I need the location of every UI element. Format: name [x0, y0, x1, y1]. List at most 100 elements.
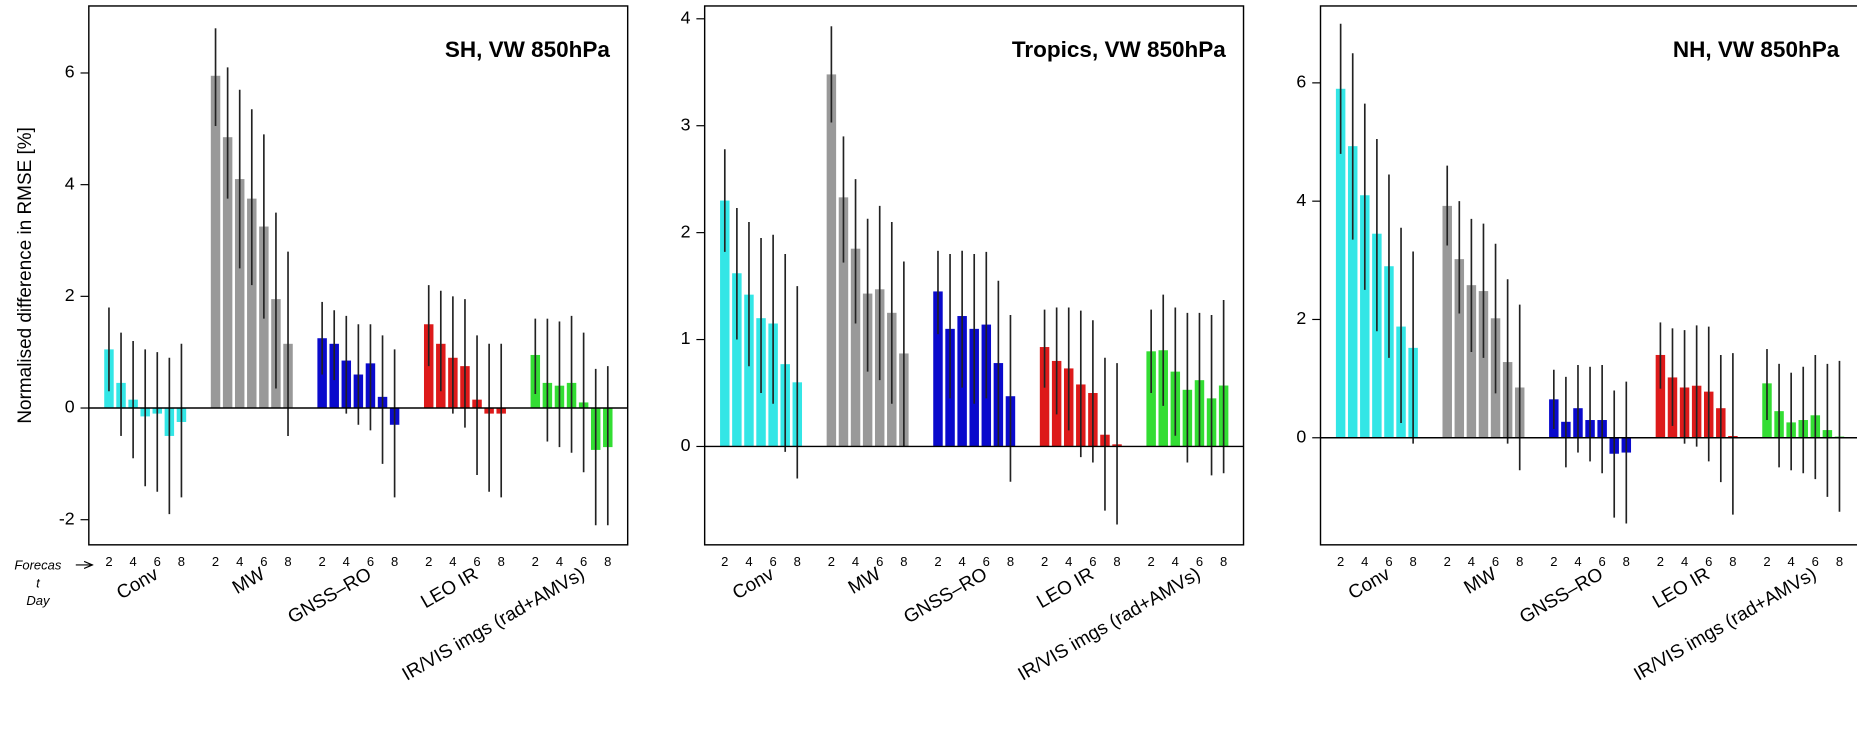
x-tick-label: 2: [425, 554, 432, 569]
x-tick-label: 2: [1337, 554, 1344, 569]
x-tick-label: 4: [1681, 554, 1688, 569]
x-tick-label: 4: [959, 554, 966, 569]
group-label: IR/VIS imgs (rad+AMVs): [1630, 564, 1820, 686]
y-tick-label: 3: [681, 114, 691, 134]
x-tick-label: 2: [1041, 554, 1048, 569]
bar: [850, 248, 861, 447]
x-tick-label: 4: [1468, 554, 1475, 569]
x-tick-label: 6: [876, 554, 883, 569]
x-tick-label: 4: [1574, 554, 1581, 569]
x-tick-label: 4: [1172, 554, 1179, 569]
x-tick-label: 6: [367, 554, 374, 569]
x-tick-label: 6: [1089, 554, 1096, 569]
bar: [1454, 259, 1465, 438]
x-tick-label: 6: [580, 554, 587, 569]
x-tick-label: 2: [1763, 554, 1770, 569]
bar: [732, 273, 742, 447]
bar: [744, 294, 754, 447]
group-label: LEO IR: [1649, 564, 1713, 613]
x-tick-label: 8: [1409, 554, 1416, 569]
x-tick-label: 6: [1812, 554, 1819, 569]
y-tick-label: 2: [65, 285, 75, 305]
bar: [1478, 291, 1489, 438]
group-label: LEO IR: [418, 564, 482, 613]
group-label: IR/VIS imgs (rad+AMVs): [1015, 564, 1205, 686]
bar: [1335, 88, 1346, 438]
y-tick-label: 4: [65, 173, 75, 193]
x-tick-label: 4: [745, 554, 752, 569]
bar: [1442, 205, 1452, 438]
y-tick-label: 2: [681, 221, 691, 241]
x-tick-label: 2: [1657, 554, 1664, 569]
chart-title: SH, VW 850hPa: [445, 37, 611, 62]
x-tick-label: 6: [473, 554, 480, 569]
x-tick-label: 8: [1836, 554, 1843, 569]
y-tick-label: 2: [1296, 308, 1306, 328]
chart-title: Tropics, VW 850hPa: [1012, 37, 1226, 62]
bar: [222, 137, 233, 409]
x-tick-label: 2: [721, 554, 728, 569]
group-label: GNSS–RO: [285, 564, 376, 628]
x-tick-label: 6: [1599, 554, 1606, 569]
y-tick-label: 1: [681, 328, 691, 348]
x-tick-label: 8: [1220, 554, 1227, 569]
bar: [1466, 285, 1477, 438]
x-tick-label: 2: [934, 554, 941, 569]
y-axis-label: Normalised difference in RMSE [%]: [15, 127, 36, 423]
x-tick-label: 4: [852, 554, 859, 569]
y-tick-label: 0: [681, 435, 691, 455]
x-tick-label: 4: [1065, 554, 1072, 569]
x-tick-label: 2: [105, 554, 112, 569]
x-tick-label: 8: [498, 554, 505, 569]
x-tick-label: 8: [178, 554, 185, 569]
bar: [1347, 146, 1358, 438]
y-tick-label: -2: [59, 508, 75, 528]
bar: [1039, 347, 1050, 447]
x-tick-label: 2: [319, 554, 326, 569]
bar: [933, 291, 943, 447]
y-tick-label: 0: [65, 397, 75, 417]
x-tick-label: 6: [1492, 554, 1499, 569]
x-tick-label: 4: [556, 554, 563, 569]
x-tick-label: 8: [1729, 554, 1736, 569]
plot-frame: [703, 5, 1245, 546]
x-tick-label: 8: [1516, 554, 1523, 569]
x-tick-label: 6: [983, 554, 990, 569]
x-tick-label: 2: [532, 554, 539, 569]
bar: [234, 179, 245, 409]
x-tick-label: 4: [236, 554, 243, 569]
bar: [247, 198, 257, 409]
x-tick-label: 8: [1007, 554, 1014, 569]
bar: [1146, 351, 1156, 447]
y-tick-label: 4: [681, 7, 691, 27]
x-tick-label: 8: [604, 554, 611, 569]
bar: [210, 75, 221, 409]
plot-frame: [88, 5, 629, 546]
x-tick-label: 8: [391, 554, 398, 569]
x-tick-label: 8: [900, 554, 907, 569]
x-tick-label: 8: [1623, 554, 1630, 569]
x-tick-label: 8: [1113, 554, 1120, 569]
x-tick-label: 4: [449, 554, 456, 569]
group-label: Conv: [1345, 563, 1394, 604]
x-tick-label: 4: [1788, 554, 1795, 569]
bar: [838, 197, 849, 447]
x-tick-label: 6: [1385, 554, 1392, 569]
group-label: LEO IR: [1033, 564, 1097, 613]
bar: [1372, 233, 1382, 438]
x-tick-label: 4: [343, 554, 350, 569]
x-tick-label: 6: [1196, 554, 1203, 569]
x-tick-label: 8: [794, 554, 801, 569]
y-tick-label: 0: [1296, 426, 1306, 446]
x-tick-label: 6: [1705, 554, 1712, 569]
x-tick-label: 4: [129, 554, 136, 569]
x-tick-label: 2: [212, 554, 219, 569]
x-tick-label: 6: [260, 554, 267, 569]
group-label: Conv: [113, 563, 162, 604]
x-tick-label: 2: [1444, 554, 1451, 569]
y-tick-label: 6: [1296, 72, 1306, 92]
x-tick-label: 6: [154, 554, 161, 569]
x-tick-label: 2: [1148, 554, 1155, 569]
bar: [720, 200, 730, 447]
